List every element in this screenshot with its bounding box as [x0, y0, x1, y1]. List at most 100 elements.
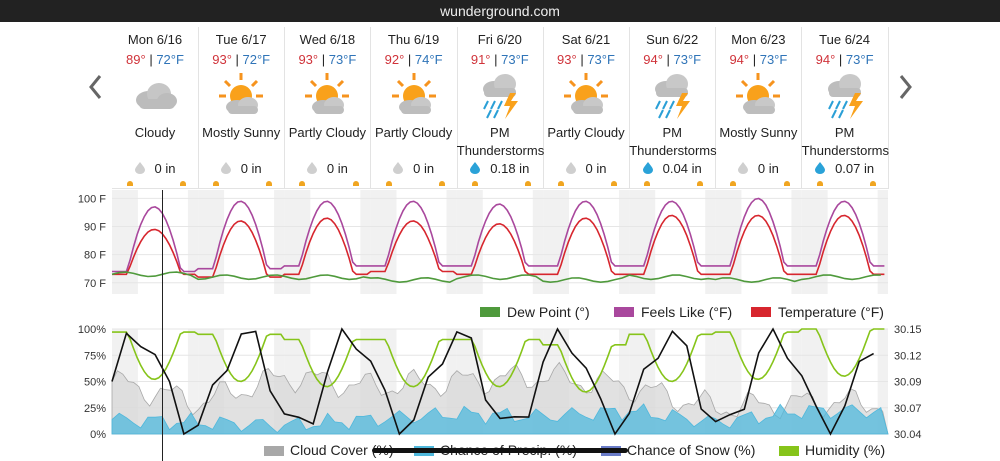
precip-amount: 0 in — [371, 161, 457, 176]
night-band — [618, 190, 630, 294]
chevron-left-icon — [89, 75, 102, 99]
previous-days-button[interactable] — [84, 70, 108, 104]
sunset-icon — [180, 181, 187, 186]
hi-lo-temps: 89° | 72°F — [126, 52, 184, 67]
browser-address-bar[interactable]: wunderground.com — [0, 0, 1000, 22]
night-band — [446, 190, 457, 294]
condition-text: Partly Cloudy — [374, 125, 453, 140]
precip-amount: 0 in — [112, 161, 198, 176]
sunset-icon — [697, 181, 704, 186]
day-date: Fri 6/20 — [477, 32, 522, 47]
precip-amount: 0 in — [543, 161, 629, 176]
day-forecast-card[interactable]: Sun 6/22 94° | 73°F PM Thunderstorms 0.04 i… — [629, 27, 717, 189]
legend-feels-like[interactable]: Feels Like (°F) — [641, 304, 733, 320]
precip-amount: 0.18 in — [457, 161, 543, 176]
legend-humidity[interactable]: Humidity (%) — [805, 442, 886, 458]
legend-cloud-cover[interactable]: Cloud Cover (%) — [290, 442, 394, 458]
day-forecast-card[interactable]: Fri 6/20 91° | 73°F PM Thunderstorms 0.18 i… — [457, 27, 544, 189]
condition-text: Mostly Sunny — [719, 125, 798, 140]
url-text: wunderground.com — [440, 3, 560, 19]
day-forecast-card[interactable]: Sat 6/21 93° | 73°F Partly Cloudy 0 in — [543, 27, 630, 189]
sunset-icon — [869, 181, 876, 186]
day-forecast-card[interactable]: Mon 6/16 89° | 72°F Cloudy 0 in — [112, 27, 199, 189]
hi-lo-temps: 91° | 73°F — [470, 52, 529, 67]
horizontal-scrollbar[interactable] — [372, 448, 628, 453]
partly-cloudy-icon — [215, 69, 267, 121]
condition-text: Partly Cloudy — [547, 125, 625, 140]
partly-cloudy-icon — [388, 69, 440, 121]
sunrise-icon — [471, 181, 478, 186]
chevron-right-icon — [899, 75, 912, 99]
y-tick-label-left: 100% — [78, 324, 106, 336]
sunset-icon — [266, 181, 273, 186]
day-forecast-card[interactable]: Tue 6/17 93° | 72°F Mostly Sunny 0 in — [198, 27, 286, 189]
sunrise-icon — [213, 181, 220, 186]
day-date: Mon 6/16 — [127, 32, 183, 47]
sunrise-icon — [644, 181, 651, 186]
legend-dew-point[interactable]: Dew Point (°) — [507, 304, 590, 320]
daily-forecast-strip: Mon 6/16 89° | 72°F Cloudy 0 in Tue 6/17 93° … — [112, 27, 889, 189]
sunset-icon — [524, 181, 531, 186]
high-temp: 91° — [470, 52, 491, 67]
high-temp: 93° — [557, 52, 577, 67]
low-temp: 73°F — [328, 52, 357, 67]
sunrise-icon — [730, 181, 737, 186]
high-temp: 89° — [126, 52, 146, 67]
pressure-line — [111, 327, 874, 436]
day-date: Thu 6/19 — [387, 32, 440, 47]
y-tick-label-left: 50% — [84, 377, 106, 389]
sunrise-icon — [127, 181, 133, 186]
high-temp: 94° — [643, 52, 663, 67]
raindrop-gray-icon — [134, 162, 145, 174]
raindrop-blue-icon — [470, 162, 481, 174]
condition-text: PM Thunderstorms — [629, 125, 717, 158]
sunset-icon — [611, 181, 618, 186]
partly-cloudy-icon — [732, 69, 784, 121]
night-band — [791, 190, 802, 294]
night-band — [877, 190, 888, 294]
y-tick-label-right: 30.07 — [894, 403, 922, 415]
condition-text: Partly Cloudy — [288, 125, 367, 140]
sunset-icon — [438, 181, 445, 186]
y-tick-label-right: 30.12 — [894, 350, 922, 362]
day-date: Tue 6/17 — [215, 32, 267, 47]
y-tick-label: 90 F — [84, 222, 106, 234]
precip-amount: 0 in — [715, 161, 801, 176]
raindrop-gray-icon — [393, 162, 404, 174]
legend-snow-chance[interactable]: Chance of Snow (%) — [627, 442, 756, 458]
condition-text: PM Thunderstorms — [801, 125, 890, 158]
hover-cursor-line — [162, 190, 163, 461]
day-forecast-card[interactable]: Thu 6/19 92° | 74°F Partly Cloudy 0 in — [371, 27, 458, 189]
raindrop-blue-icon — [815, 162, 826, 174]
night-band — [532, 190, 544, 294]
day-forecast-card[interactable]: Mon 6/23 94° | 73°F Mostly Sunny 0 in — [715, 27, 803, 189]
night-band — [705, 190, 716, 294]
y-tick-label: 70 F — [84, 278, 106, 290]
cloudy-icon — [129, 69, 181, 121]
condition-text: Mostly Sunny — [202, 125, 281, 140]
low-temp: 73°F — [845, 52, 874, 67]
sunset-icon — [352, 181, 359, 186]
day-date: Mon 6/23 — [731, 32, 786, 47]
y-tick-label-right: 30.04 — [894, 429, 922, 441]
high-temp: 93° — [298, 52, 319, 67]
y-tick-label: 80 F — [84, 250, 106, 262]
precip-amount: 0 in — [198, 161, 284, 176]
hi-lo-temps: 93° | 73°F — [298, 52, 357, 67]
hi-lo-temps: 93° | 73°F — [557, 52, 615, 67]
low-temp: 73°F — [673, 52, 702, 67]
thunderstorm-icon — [646, 69, 698, 121]
precip-amount: 0 in — [284, 161, 370, 176]
condition-text: Cloudy — [134, 125, 176, 140]
hi-lo-temps: 92° | 74°F — [384, 52, 443, 67]
day-forecast-card[interactable]: Tue 6/24 94° | 73°F PM Thunderstorms 0.07 i… — [802, 27, 889, 189]
day-forecast-card[interactable]: Wed 6/18 93° | 73°F Partly Cloudy 0 in — [284, 27, 372, 189]
legend-temperature[interactable]: Temperature (°F) — [778, 304, 884, 320]
dew-point-swatch — [480, 307, 500, 317]
sunset-icon — [783, 181, 790, 186]
sunrise-icon — [299, 181, 306, 186]
next-days-button[interactable] — [893, 70, 917, 104]
raindrop-gray-icon — [306, 162, 317, 174]
y-tick-label-left: 0% — [90, 429, 106, 441]
